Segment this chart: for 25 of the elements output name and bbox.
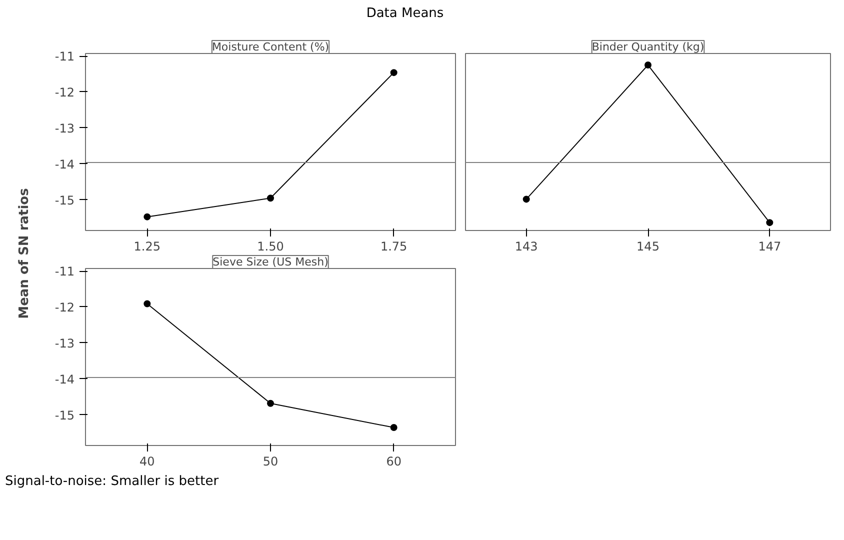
y-tick-label: -15 <box>54 193 75 208</box>
x-tick-label: 147 <box>758 240 782 254</box>
y-tick-label: -13 <box>54 121 75 136</box>
y-tick-label: -12 <box>54 85 75 100</box>
chart-title: Binder Quantity (kg) <box>592 40 704 54</box>
chart-title: Moisture Content (%) <box>212 40 330 54</box>
x-tick-label: 1.75 <box>380 240 408 254</box>
y-tick-label: -11 <box>54 264 75 279</box>
y-axis-title: Mean of SN ratios <box>17 188 32 319</box>
y-tick-label: -14 <box>54 157 75 172</box>
y-tick-label: -12 <box>54 300 75 314</box>
y-tick-label: -14 <box>54 372 75 386</box>
x-tick-label: 145 <box>636 240 660 254</box>
chart-title: Sieve Size (US Mesh) <box>212 256 328 268</box>
x-tick-label: 143 <box>514 240 538 254</box>
text: Data Means <box>365 5 445 23</box>
x-tick-label: 1.50 <box>257 240 284 254</box>
x-tick-label: 50 <box>262 454 278 468</box>
x-tick-label: 1.25 <box>134 240 161 254</box>
y-tick-label: -15 <box>54 408 75 422</box>
y-tick-label: -13 <box>54 336 75 350</box>
text: Signal-to-noise: Smaller is better <box>5 473 219 491</box>
x-tick-label: 40 <box>140 454 155 468</box>
x-tick-label: 60 <box>386 454 402 468</box>
y-tick-label: -11 <box>54 50 75 64</box>
